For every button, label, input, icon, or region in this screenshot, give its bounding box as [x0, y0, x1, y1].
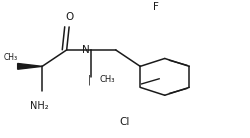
Text: F: F	[153, 2, 159, 12]
Text: O: O	[65, 12, 73, 22]
Text: N: N	[82, 45, 90, 55]
Text: CH₃: CH₃	[100, 75, 115, 84]
Text: NH₂: NH₂	[30, 100, 49, 111]
Text: CH₃: CH₃	[4, 53, 18, 62]
Text: |: |	[88, 74, 91, 85]
Polygon shape	[18, 63, 42, 69]
Text: Cl: Cl	[119, 117, 130, 127]
